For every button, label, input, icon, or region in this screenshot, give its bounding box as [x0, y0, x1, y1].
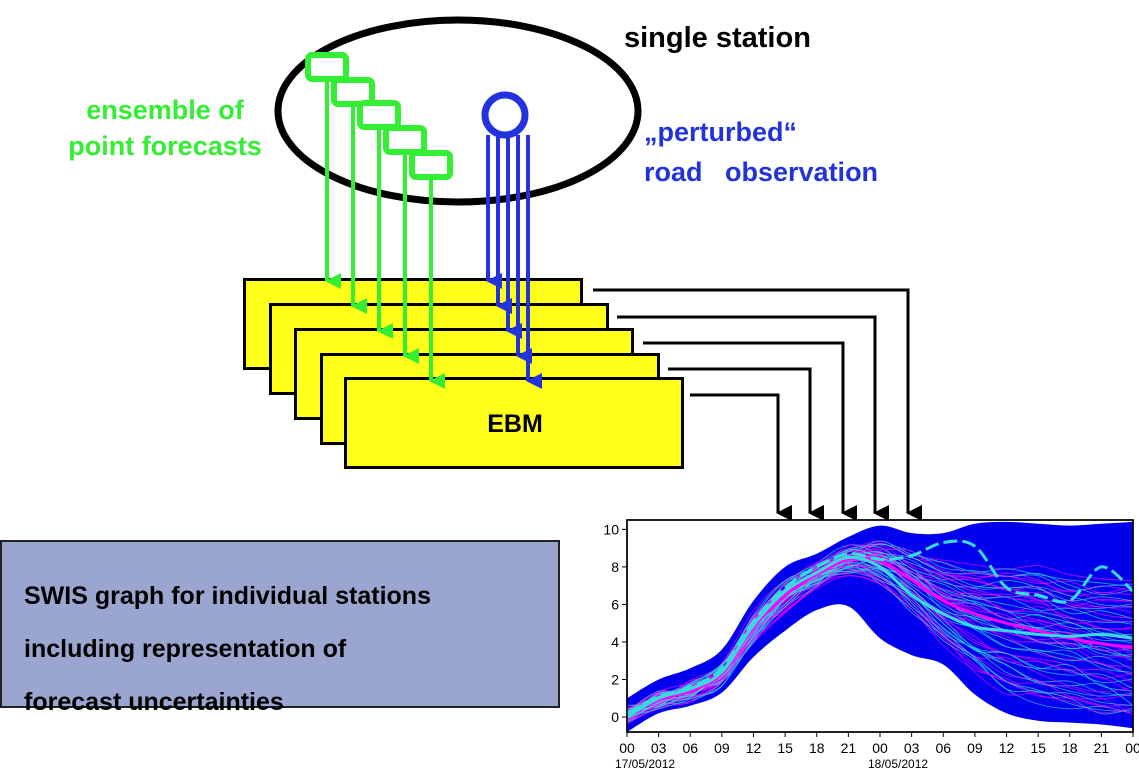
forecast-box [357, 100, 401, 130]
output-arrows [593, 288, 915, 517]
swis-line: SWIS graph for individual stations [24, 582, 431, 610]
single-station-label: single station [624, 22, 811, 54]
output-arrow [617, 315, 882, 517]
station-ellipse [274, 16, 642, 206]
perturbed-label-line: „perturbed“ [644, 117, 798, 147]
ensemble-label-line: ensemble of [86, 95, 244, 125]
perturbed-observation-label: „perturbed“ road observation [644, 112, 878, 192]
ensemble-label: ensemble of point forecasts [0, 92, 330, 164]
ebm-box-front [344, 377, 684, 469]
output-arrow [593, 288, 915, 517]
forecast-box [409, 150, 453, 180]
ebm-label: EBM [487, 409, 543, 438]
output-arrow [690, 393, 785, 517]
swis-line: including representation of [24, 635, 347, 663]
forecast-box [383, 125, 427, 155]
perturbed-label-line: road observation [644, 157, 879, 187]
observation-circle [481, 91, 529, 139]
swis-line: forecast uncertainties [24, 688, 284, 716]
ensemble-label-line: point forecasts [68, 131, 262, 161]
output-arrow [668, 367, 817, 517]
swis-description-box: SWIS graph for individual stations inclu… [0, 540, 560, 716]
forecast-box [305, 52, 349, 82]
output-arrow [643, 341, 850, 517]
